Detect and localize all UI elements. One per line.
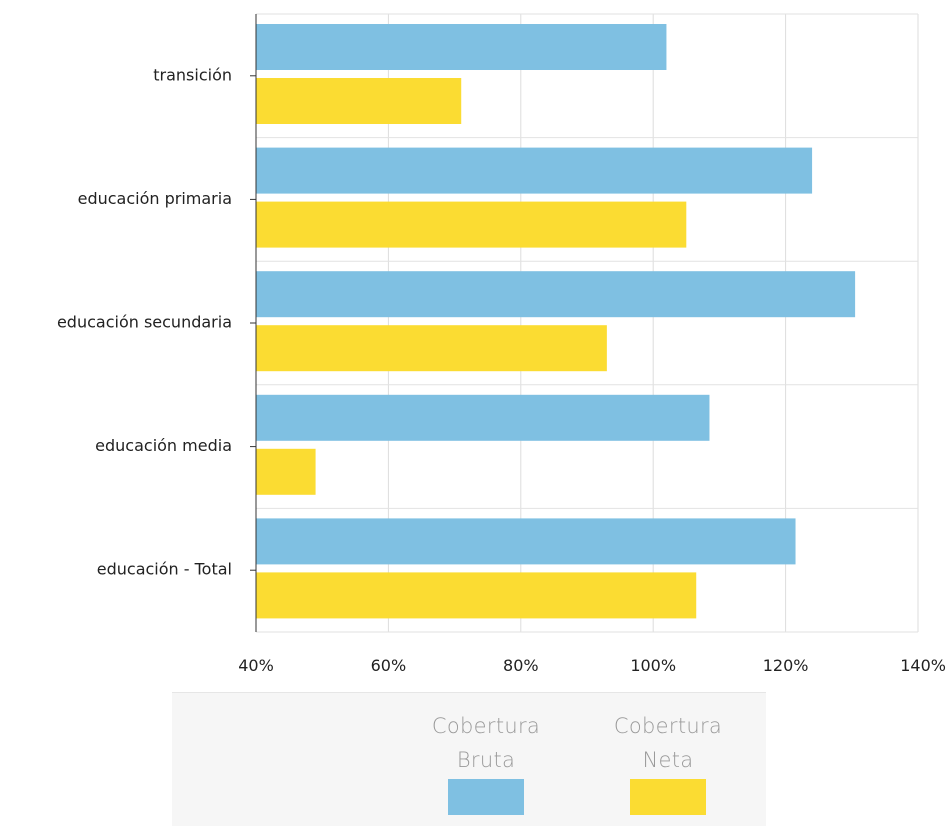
bar-chart: transición educación primaria educación se… — [57, 13, 946, 675]
legend-item-neta[interactable]: Cobertura Neta — [588, 709, 748, 815]
bar-neta[interactable] — [256, 78, 462, 124]
bars — [256, 24, 856, 619]
category-label: educación media — [95, 436, 232, 455]
legend-item-bruta[interactable]: Cobertura Bruta — [406, 709, 566, 815]
bar-neta[interactable] — [256, 201, 687, 248]
bar-neta[interactable] — [256, 572, 697, 619]
x-tick-label: 80% — [503, 656, 539, 675]
bar-neta[interactable] — [256, 448, 316, 495]
bar-neta[interactable] — [256, 325, 607, 372]
legend: Cobertura Bruta Cobertura Neta — [172, 692, 766, 826]
grid-lines — [256, 13, 919, 633]
bar-bruta[interactable] — [256, 24, 667, 70]
legend-label-line2: Neta — [642, 748, 694, 772]
legend-label-line2: Bruta — [456, 748, 516, 772]
x-tick-labels: 40% 60% 80% 100% 120% 140% — [238, 656, 946, 675]
x-tick-label: 120% — [763, 656, 809, 675]
axis — [250, 14, 257, 632]
category-label: educación primaria — [78, 189, 232, 208]
legend-label-line1: Cobertura — [431, 714, 541, 738]
x-tick-label: 60% — [371, 656, 407, 675]
bar-bruta[interactable] — [256, 271, 856, 318]
legend-swatch-bruta — [448, 779, 524, 815]
category-label: educación - Total — [97, 560, 232, 579]
bar-bruta[interactable] — [256, 147, 813, 194]
x-tick-label: 40% — [238, 656, 274, 675]
x-tick-label: 100% — [630, 656, 676, 675]
bar-bruta[interactable] — [256, 394, 710, 441]
category-labels: transición educación primaria educación se… — [57, 65, 232, 578]
category-label: educación secundaria — [57, 313, 232, 332]
bar-bruta[interactable] — [256, 518, 796, 565]
x-tick-label: 140% — [900, 656, 946, 675]
legend-label-line1: Cobertura — [613, 714, 723, 738]
legend-swatch-neta — [630, 779, 706, 815]
category-label: transición — [153, 65, 232, 84]
